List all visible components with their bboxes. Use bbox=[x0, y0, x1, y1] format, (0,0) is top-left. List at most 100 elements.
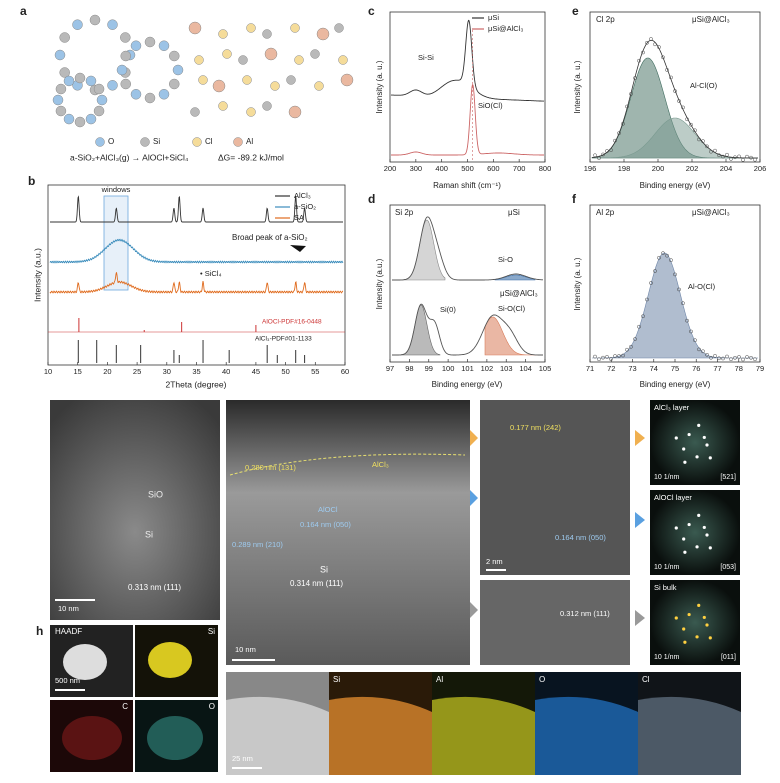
data-point bbox=[721, 154, 725, 159]
atom bbox=[130, 88, 142, 100]
legend-label: a-SiO₂ bbox=[294, 202, 316, 211]
data-point bbox=[705, 352, 709, 357]
x-tick-label: 300 bbox=[410, 164, 423, 173]
label: Cl 2p bbox=[596, 15, 615, 24]
label: μSi@AlCl₃ bbox=[692, 15, 730, 24]
spot bbox=[708, 546, 712, 550]
label: HAADF bbox=[55, 627, 82, 636]
data-point bbox=[737, 355, 741, 359]
label: [521] bbox=[720, 474, 736, 481]
data-point bbox=[629, 344, 633, 349]
data-point bbox=[657, 255, 661, 260]
label: Cl bbox=[642, 675, 650, 684]
data-point bbox=[681, 105, 685, 110]
label: 25 nm bbox=[232, 754, 253, 763]
micrograph bbox=[50, 400, 220, 620]
atom bbox=[338, 55, 348, 65]
curve bbox=[392, 216, 543, 281]
data-point bbox=[613, 138, 617, 143]
atom bbox=[95, 137, 105, 147]
label: Al bbox=[436, 675, 443, 684]
atom bbox=[172, 64, 184, 76]
axis-title: Intensity (a. u.) bbox=[573, 60, 582, 113]
spot bbox=[682, 447, 686, 451]
panel-label: d bbox=[368, 192, 375, 206]
label: AlCl₃ layer bbox=[654, 403, 690, 412]
data-point bbox=[705, 144, 709, 149]
x-tick-label: 206 bbox=[754, 164, 767, 173]
atom bbox=[144, 92, 156, 104]
spot bbox=[705, 533, 709, 537]
data-point bbox=[753, 157, 757, 162]
data-point bbox=[721, 356, 725, 361]
curve bbox=[49, 238, 344, 264]
layer-boundary bbox=[229, 453, 466, 476]
spot bbox=[683, 550, 687, 554]
label: Al-O(Cl) bbox=[688, 282, 716, 291]
legend-label: Si bbox=[153, 137, 160, 146]
x-tick-label: 79 bbox=[756, 364, 764, 373]
atom bbox=[286, 75, 296, 85]
curve bbox=[390, 19, 545, 102]
atom bbox=[96, 94, 108, 106]
data-point bbox=[669, 75, 673, 80]
data-point bbox=[609, 357, 613, 361]
data-point bbox=[717, 153, 721, 158]
spot bbox=[695, 455, 699, 459]
panel-label: g bbox=[36, 400, 43, 414]
label: Si bbox=[320, 564, 328, 574]
axis-title: Raman shift (cm⁻¹) bbox=[433, 181, 501, 190]
atom bbox=[85, 113, 97, 125]
data-point bbox=[597, 357, 601, 362]
label: AlCl₃-PDF#01-1133 bbox=[255, 336, 312, 343]
particle bbox=[62, 716, 122, 760]
data-point bbox=[733, 355, 737, 360]
x-tick-label: 101 bbox=[461, 364, 474, 373]
data-point bbox=[681, 301, 685, 306]
atom bbox=[107, 80, 118, 91]
label: AlOCl bbox=[318, 505, 338, 514]
data-point bbox=[593, 354, 597, 359]
label: 10 nm bbox=[58, 604, 79, 613]
x-tick-label: 97 bbox=[386, 364, 394, 373]
atom bbox=[116, 64, 128, 76]
axis-title: Intensity (a.u.) bbox=[375, 258, 384, 309]
atom bbox=[290, 23, 300, 33]
data-point bbox=[661, 251, 665, 256]
curve bbox=[50, 195, 343, 223]
arrow bbox=[635, 512, 645, 528]
label: 2 nm bbox=[486, 557, 503, 566]
data-point bbox=[745, 355, 749, 359]
spot bbox=[683, 460, 687, 464]
data-point bbox=[653, 42, 657, 47]
atom bbox=[54, 49, 66, 61]
label: μSi@AlCl₃ bbox=[500, 289, 538, 298]
label: 0.314 nm (111) bbox=[290, 579, 343, 588]
label: AlOCl-PDF#16-0448 bbox=[262, 319, 322, 326]
x-tick-label: 77 bbox=[713, 364, 721, 373]
data-point bbox=[609, 148, 613, 153]
x-tick-label: 50 bbox=[281, 367, 289, 376]
data-point bbox=[713, 148, 717, 153]
spot bbox=[695, 635, 699, 639]
data-point bbox=[625, 104, 629, 109]
label: Si-O bbox=[498, 255, 513, 264]
x-tick-label: 100 bbox=[442, 364, 455, 373]
atom bbox=[242, 75, 252, 85]
spot bbox=[682, 537, 686, 541]
panel-label: a bbox=[20, 4, 27, 18]
fft-pattern bbox=[650, 580, 740, 665]
micrograph bbox=[480, 400, 630, 575]
atom bbox=[222, 49, 232, 59]
label: O bbox=[209, 702, 215, 711]
data-point bbox=[685, 318, 689, 323]
data-point bbox=[701, 139, 705, 144]
atom bbox=[314, 81, 324, 91]
label: [053] bbox=[720, 564, 736, 571]
label: Si bbox=[333, 675, 340, 684]
axis-title: Binding energy (eV) bbox=[432, 380, 503, 389]
data-point bbox=[601, 355, 605, 360]
atom bbox=[310, 49, 320, 59]
data-point bbox=[601, 152, 605, 157]
spot bbox=[697, 423, 701, 427]
